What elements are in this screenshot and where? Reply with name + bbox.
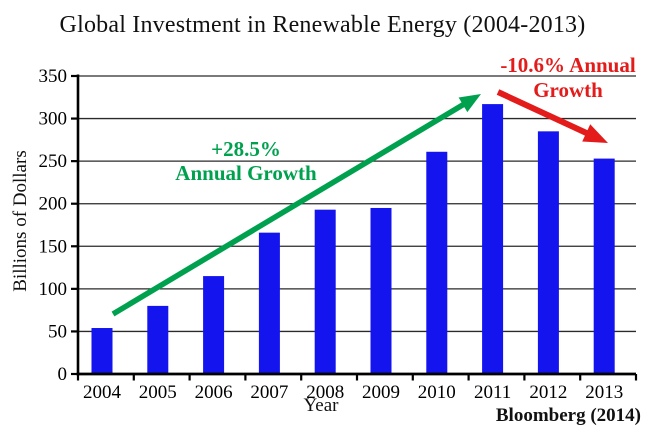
y-tick-label-300: 300 <box>39 109 68 130</box>
y-tick-label-200: 200 <box>39 194 68 215</box>
growth-arrow-down-head <box>582 124 608 143</box>
x-tick-label-2005: 2005 <box>139 382 177 403</box>
growth-annotation-positive-line2: Annual Growth <box>175 161 317 185</box>
growth-arrow-up-shaft <box>111 101 467 317</box>
growth-annotation-negative: -10.6% Annual Growth <box>486 53 645 103</box>
growth-arrow-up-head <box>458 94 481 113</box>
bar-2005 <box>147 305 169 374</box>
y-tick-label-0: 0 <box>58 364 68 385</box>
y-tick-label-250: 250 <box>39 151 68 172</box>
bar-2012 <box>537 131 559 374</box>
x-tick-label-2009: 2009 <box>362 382 400 403</box>
y-tick-label-100: 100 <box>39 279 68 300</box>
x-axis-title: Year <box>303 395 339 416</box>
bar-2013 <box>593 158 615 374</box>
x-tick-label-2012: 2012 <box>529 382 567 403</box>
x-tick-label-2007: 2007 <box>250 382 288 403</box>
bar-2008 <box>314 209 336 374</box>
chart-title: Global Investment in Renewable Energy (2… <box>59 12 586 38</box>
bar-2007 <box>258 232 280 374</box>
x-tick-label-2008: 2008 <box>306 382 344 403</box>
bar-2006 <box>203 276 225 374</box>
growth-annotation-negative-line1: -10.6% Annual <box>500 53 636 77</box>
bar-2011 <box>482 104 504 375</box>
y-tick-label-50: 50 <box>48 321 67 342</box>
bar-2010 <box>426 151 448 374</box>
bar-2009 <box>370 207 392 374</box>
x-tick-label-2010: 2010 <box>418 382 456 403</box>
y-tick-label-350: 350 <box>39 66 68 87</box>
y-tick-label-150: 150 <box>39 236 68 257</box>
growth-annotation-negative-line2: Growth <box>533 78 603 102</box>
growth-annotation-positive-line1: +28.5% <box>211 137 281 161</box>
growth-arrow-down-shaft <box>496 89 590 137</box>
bar-2004 <box>91 328 113 374</box>
x-tick-label-2006: 2006 <box>195 382 233 403</box>
growth-annotation-positive: +28.5% Annual Growth <box>146 137 346 185</box>
x-tick-label-2011: 2011 <box>474 382 511 403</box>
x-tick-label-2013: 2013 <box>585 382 623 403</box>
source-attribution: Bloomberg (2014) <box>495 405 641 426</box>
x-tick-label-2004: 2004 <box>83 382 122 403</box>
